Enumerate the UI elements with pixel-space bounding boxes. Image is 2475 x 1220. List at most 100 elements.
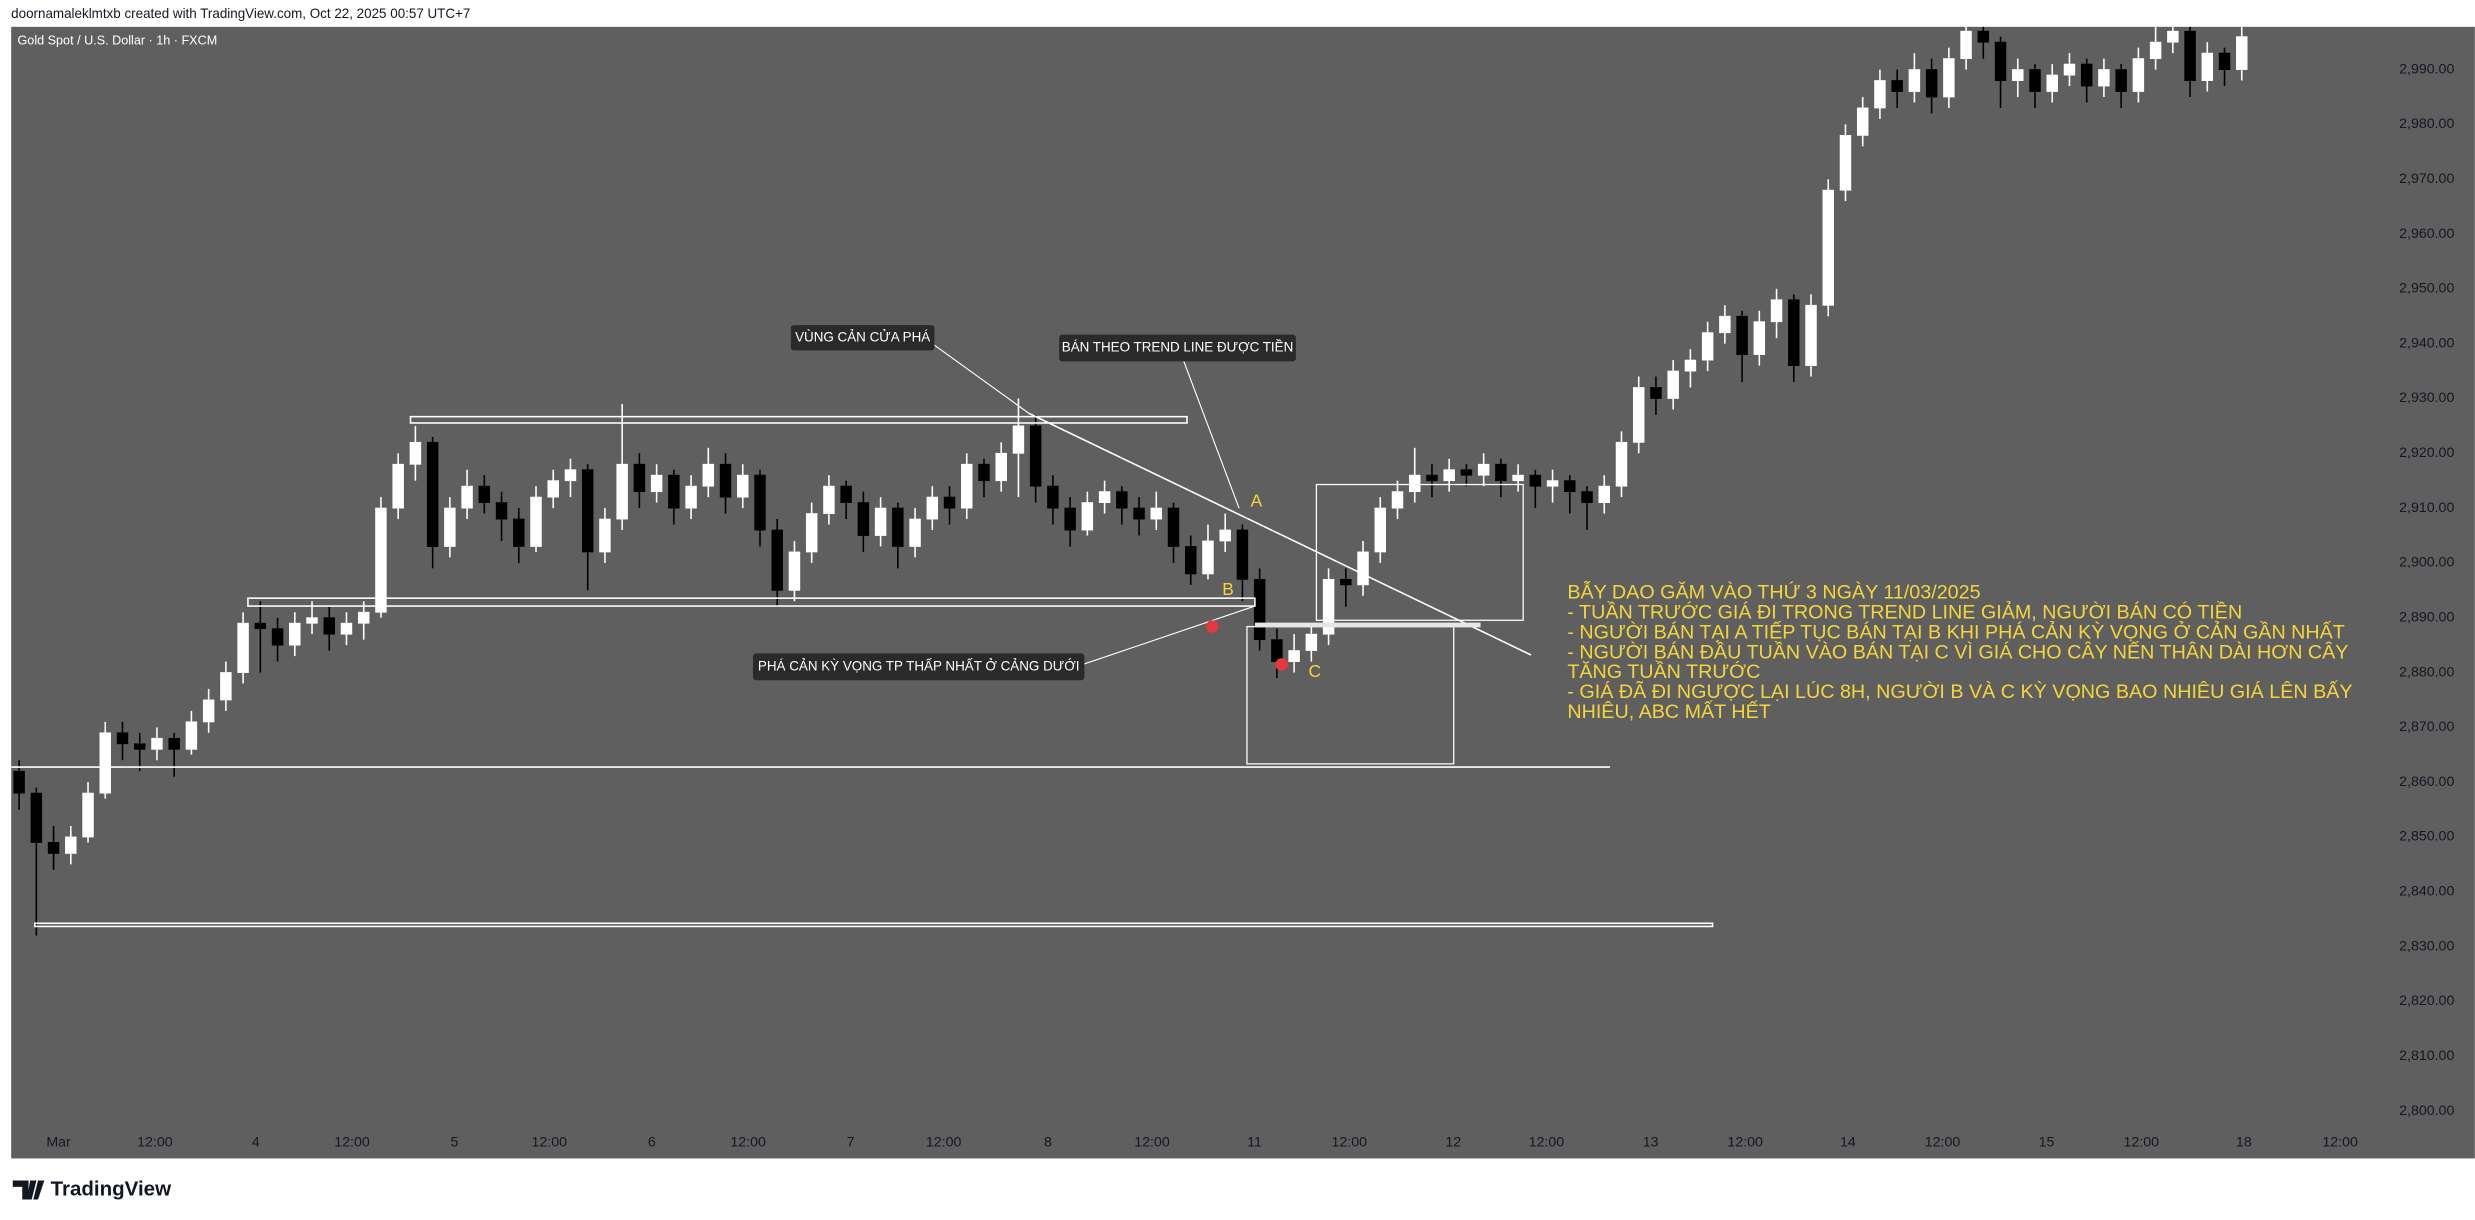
y-tick-label: 2,890.00 [2399, 609, 2454, 625]
callout-box [752, 653, 1085, 681]
x-tick-label: 18 [2236, 1134, 2252, 1150]
drawings [11, 343, 1714, 928]
y-tick-label: 2,960.00 [2399, 226, 2454, 242]
point-label: C [1309, 661, 1322, 681]
note-line: NHIÊU, ABC MẤT HẾT [1567, 700, 1770, 723]
y-tick-label: 2,810.00 [2399, 1048, 2454, 1064]
candle-body [1357, 551, 1369, 586]
candle-body [737, 474, 749, 498]
callout: PHÁ CẢN KỲ VỌNG TP THẤP NHẤT Ở CẢNG DƯỚI [758, 658, 1080, 673]
candle-body [99, 732, 111, 794]
candle-body [1822, 189, 1834, 306]
candle-body [978, 463, 990, 482]
trend-line [1028, 412, 1532, 656]
y-tick-label: 2,820.00 [2399, 993, 2454, 1009]
candle-body [1340, 578, 1352, 586]
note-line: BẪY DAO GĂM VÀO THỨ 3 NGÀY 11/03/2025 [1567, 581, 1980, 604]
candle-body [1788, 299, 1800, 366]
marker [1275, 658, 1289, 671]
candle-body [151, 737, 163, 750]
candle-body [2149, 41, 2162, 60]
candle-body [1081, 502, 1094, 531]
candle-body [1908, 69, 1921, 92]
candle-body [909, 518, 921, 547]
candle-body [1650, 387, 1662, 399]
plot [13, 26, 2248, 936]
x-tick-label: 12:00 [730, 1134, 766, 1150]
x-tick-label: 12:00 [1134, 1134, 1170, 1150]
x-tick-label: 12:00 [532, 1134, 568, 1150]
pointer [1082, 605, 1256, 665]
y-tick-label: 2,970.00 [2399, 171, 2454, 187]
y-tick-label: 2,840.00 [2399, 884, 2454, 900]
x-tick-label: 12:00 [1529, 1134, 1565, 1150]
candle-body [1185, 546, 1197, 575]
pointer [1183, 361, 1240, 509]
point-label: A [1251, 490, 1263, 510]
candle-body [547, 480, 559, 498]
candle-body [1753, 321, 1766, 356]
x-tick-label: 12:00 [1727, 1134, 1763, 1150]
candle-body [1495, 463, 1507, 482]
candle-body [306, 617, 318, 624]
candle-body [116, 732, 129, 745]
level-line [34, 922, 1714, 928]
candle-body [1805, 304, 1817, 366]
candle-body [30, 792, 43, 843]
candle-body [323, 617, 335, 635]
candle-body [961, 463, 973, 509]
x-tick-label: Mar [46, 1134, 71, 1150]
candle-body [254, 622, 267, 630]
candle-body [581, 469, 594, 553]
y-tick-label: 2,980.00 [2399, 116, 2454, 132]
candle-body [2236, 36, 2248, 70]
candle-body [1546, 480, 1559, 487]
note-line: TĂNG TUẦN TRƯỚC [1567, 660, 1760, 683]
x-tick-label: 4 [252, 1134, 260, 1150]
candle-body [1426, 474, 1438, 482]
candle-body [1064, 507, 1076, 531]
callout: BÁN THEO TREND LINE ĐƯỢC TIỀN [1062, 340, 1294, 355]
y-tick-label: 2,900.00 [2399, 555, 2454, 571]
candle-body [668, 474, 680, 509]
candle-body [1253, 578, 1266, 641]
header: doornamaleklmtxb created with TradingVie… [11, 6, 470, 21]
candle-body [1770, 299, 1783, 323]
candle-body [2115, 69, 2127, 92]
candle-body [1477, 463, 1490, 476]
candle-body [2167, 30, 2179, 43]
candle-body [426, 441, 439, 547]
candle-body [650, 474, 663, 493]
x-tick-label: 12:00 [2322, 1134, 2358, 1150]
candle-body [2132, 58, 2145, 92]
candle-body [1943, 58, 1955, 98]
candle-body [1960, 30, 1972, 60]
candle-body [926, 496, 939, 520]
candle-body [1529, 474, 1542, 487]
candle-body [2184, 30, 2196, 81]
candle-body [1305, 633, 1318, 652]
candle-body [2029, 69, 2041, 92]
candle-body [857, 502, 870, 536]
candle-body [1460, 469, 1473, 476]
candle-body [1874, 80, 1886, 109]
candle-body [409, 441, 422, 465]
x-tick-label: 6 [648, 1134, 656, 1150]
x-tick-label: 12:00 [1925, 1134, 1961, 1150]
note-line: - NGƯỜI BÁN ĐẦU TUẦN VÀO BÁN TẠI C VÌ GI… [1567, 640, 2348, 663]
candle-body [289, 622, 301, 646]
candle-body [2046, 74, 2058, 92]
callout-box [1059, 334, 1296, 362]
candle-body [1116, 491, 1128, 509]
candle-body [599, 518, 611, 553]
note-line: - TUẦN TRƯỚC GIÁ ĐI TRONG TREND LINE GIẢ… [1567, 601, 2242, 624]
candle-body [495, 502, 508, 520]
candle-body [1581, 491, 1593, 504]
candle-body [1047, 485, 1059, 509]
candle-body [1977, 30, 1990, 43]
candle-body [564, 469, 577, 482]
candle-body [1994, 41, 2007, 81]
candle-body [444, 507, 456, 547]
candle-body [840, 485, 852, 504]
